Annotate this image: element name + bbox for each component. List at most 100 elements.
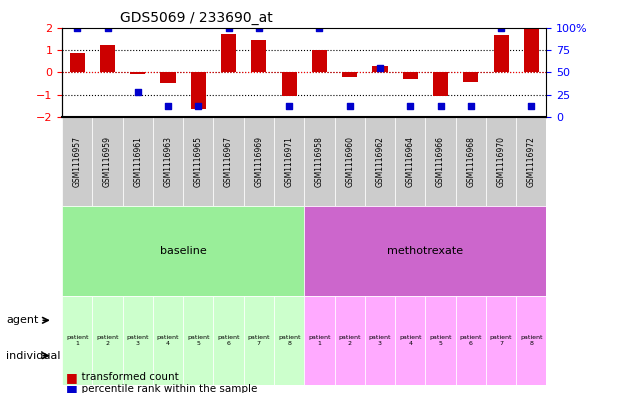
Bar xyxy=(70,53,85,72)
Text: GSM1116957: GSM1116957 xyxy=(73,136,82,187)
FancyBboxPatch shape xyxy=(516,117,546,206)
Text: GSM1116958: GSM1116958 xyxy=(315,136,324,187)
Text: GSM1116965: GSM1116965 xyxy=(194,136,203,187)
FancyBboxPatch shape xyxy=(365,296,395,385)
FancyBboxPatch shape xyxy=(183,296,214,385)
FancyBboxPatch shape xyxy=(122,296,153,385)
FancyBboxPatch shape xyxy=(304,117,335,206)
Bar xyxy=(252,40,266,72)
FancyBboxPatch shape xyxy=(62,117,93,206)
Text: GSM1116972: GSM1116972 xyxy=(527,136,536,187)
FancyBboxPatch shape xyxy=(183,117,214,206)
FancyBboxPatch shape xyxy=(243,296,274,385)
Text: patient
5: patient 5 xyxy=(187,335,209,346)
Text: patient
8: patient 8 xyxy=(520,335,543,346)
Text: patient
2: patient 2 xyxy=(338,335,361,346)
FancyBboxPatch shape xyxy=(365,117,395,206)
Point xyxy=(193,103,203,109)
Point xyxy=(527,103,537,109)
Text: GSM1116967: GSM1116967 xyxy=(224,136,233,187)
FancyBboxPatch shape xyxy=(516,296,546,385)
Text: patient
1: patient 1 xyxy=(308,335,330,346)
FancyBboxPatch shape xyxy=(62,296,93,385)
FancyBboxPatch shape xyxy=(153,117,183,206)
Text: patient
4: patient 4 xyxy=(399,335,422,346)
Point xyxy=(224,24,233,31)
Text: patient
7: patient 7 xyxy=(248,335,270,346)
Text: patient
6: patient 6 xyxy=(460,335,482,346)
FancyBboxPatch shape xyxy=(304,206,546,296)
FancyBboxPatch shape xyxy=(486,296,516,385)
Text: baseline: baseline xyxy=(160,246,207,256)
FancyBboxPatch shape xyxy=(243,117,274,206)
Bar xyxy=(463,72,478,82)
Text: GSM1116966: GSM1116966 xyxy=(436,136,445,187)
Point xyxy=(345,103,355,109)
Point xyxy=(375,64,385,71)
Text: patient
3: patient 3 xyxy=(127,335,149,346)
Point xyxy=(133,89,143,95)
FancyBboxPatch shape xyxy=(274,117,304,206)
Text: patient
3: patient 3 xyxy=(369,335,391,346)
Bar xyxy=(130,72,145,74)
Text: GDS5069 / 233690_at: GDS5069 / 233690_at xyxy=(120,11,273,25)
Point xyxy=(163,103,173,109)
FancyBboxPatch shape xyxy=(304,296,335,385)
Text: percentile rank within the sample: percentile rank within the sample xyxy=(75,384,257,393)
Point xyxy=(314,24,324,31)
Text: methotrexate: methotrexate xyxy=(388,246,463,256)
Bar xyxy=(524,28,539,72)
Text: ■: ■ xyxy=(66,382,77,393)
Bar xyxy=(221,34,236,72)
FancyBboxPatch shape xyxy=(214,117,243,206)
Text: patient
6: patient 6 xyxy=(217,335,240,346)
Text: GSM1116969: GSM1116969 xyxy=(255,136,263,187)
Text: GSM1116971: GSM1116971 xyxy=(284,136,294,187)
Bar xyxy=(100,45,115,72)
Bar xyxy=(373,66,388,72)
Bar xyxy=(433,72,448,95)
Text: GSM1116964: GSM1116964 xyxy=(406,136,415,187)
Text: GSM1116962: GSM1116962 xyxy=(376,136,384,187)
Text: ■: ■ xyxy=(66,371,77,384)
Bar xyxy=(160,72,176,83)
Text: patient
5: patient 5 xyxy=(429,335,451,346)
FancyBboxPatch shape xyxy=(456,117,486,206)
Bar xyxy=(191,72,206,109)
Text: individual: individual xyxy=(6,351,61,361)
Point xyxy=(72,24,82,31)
Text: agent: agent xyxy=(6,315,39,325)
Text: GSM1116961: GSM1116961 xyxy=(134,136,142,187)
Text: patient
8: patient 8 xyxy=(278,335,301,346)
Bar xyxy=(342,72,357,77)
Text: GSM1116960: GSM1116960 xyxy=(345,136,354,187)
Text: GSM1116968: GSM1116968 xyxy=(466,136,475,187)
Text: patient
2: patient 2 xyxy=(96,335,119,346)
FancyBboxPatch shape xyxy=(335,117,365,206)
FancyBboxPatch shape xyxy=(335,296,365,385)
Point xyxy=(466,103,476,109)
Point xyxy=(254,24,264,31)
FancyBboxPatch shape xyxy=(122,117,153,206)
FancyBboxPatch shape xyxy=(425,117,456,206)
FancyBboxPatch shape xyxy=(93,117,122,206)
FancyBboxPatch shape xyxy=(486,117,516,206)
Bar xyxy=(402,72,418,79)
Point xyxy=(496,24,506,31)
Text: GSM1116963: GSM1116963 xyxy=(163,136,173,187)
FancyBboxPatch shape xyxy=(456,296,486,385)
FancyBboxPatch shape xyxy=(214,296,243,385)
Bar xyxy=(281,72,297,95)
FancyBboxPatch shape xyxy=(395,117,425,206)
Text: patient
1: patient 1 xyxy=(66,335,88,346)
Text: patient
4: patient 4 xyxy=(157,335,179,346)
Text: transformed count: transformed count xyxy=(75,372,178,382)
Point xyxy=(102,24,112,31)
FancyBboxPatch shape xyxy=(62,206,304,296)
Text: patient
7: patient 7 xyxy=(490,335,512,346)
FancyBboxPatch shape xyxy=(153,296,183,385)
FancyBboxPatch shape xyxy=(93,296,122,385)
Bar xyxy=(312,50,327,72)
Point xyxy=(284,103,294,109)
Bar xyxy=(494,35,509,72)
